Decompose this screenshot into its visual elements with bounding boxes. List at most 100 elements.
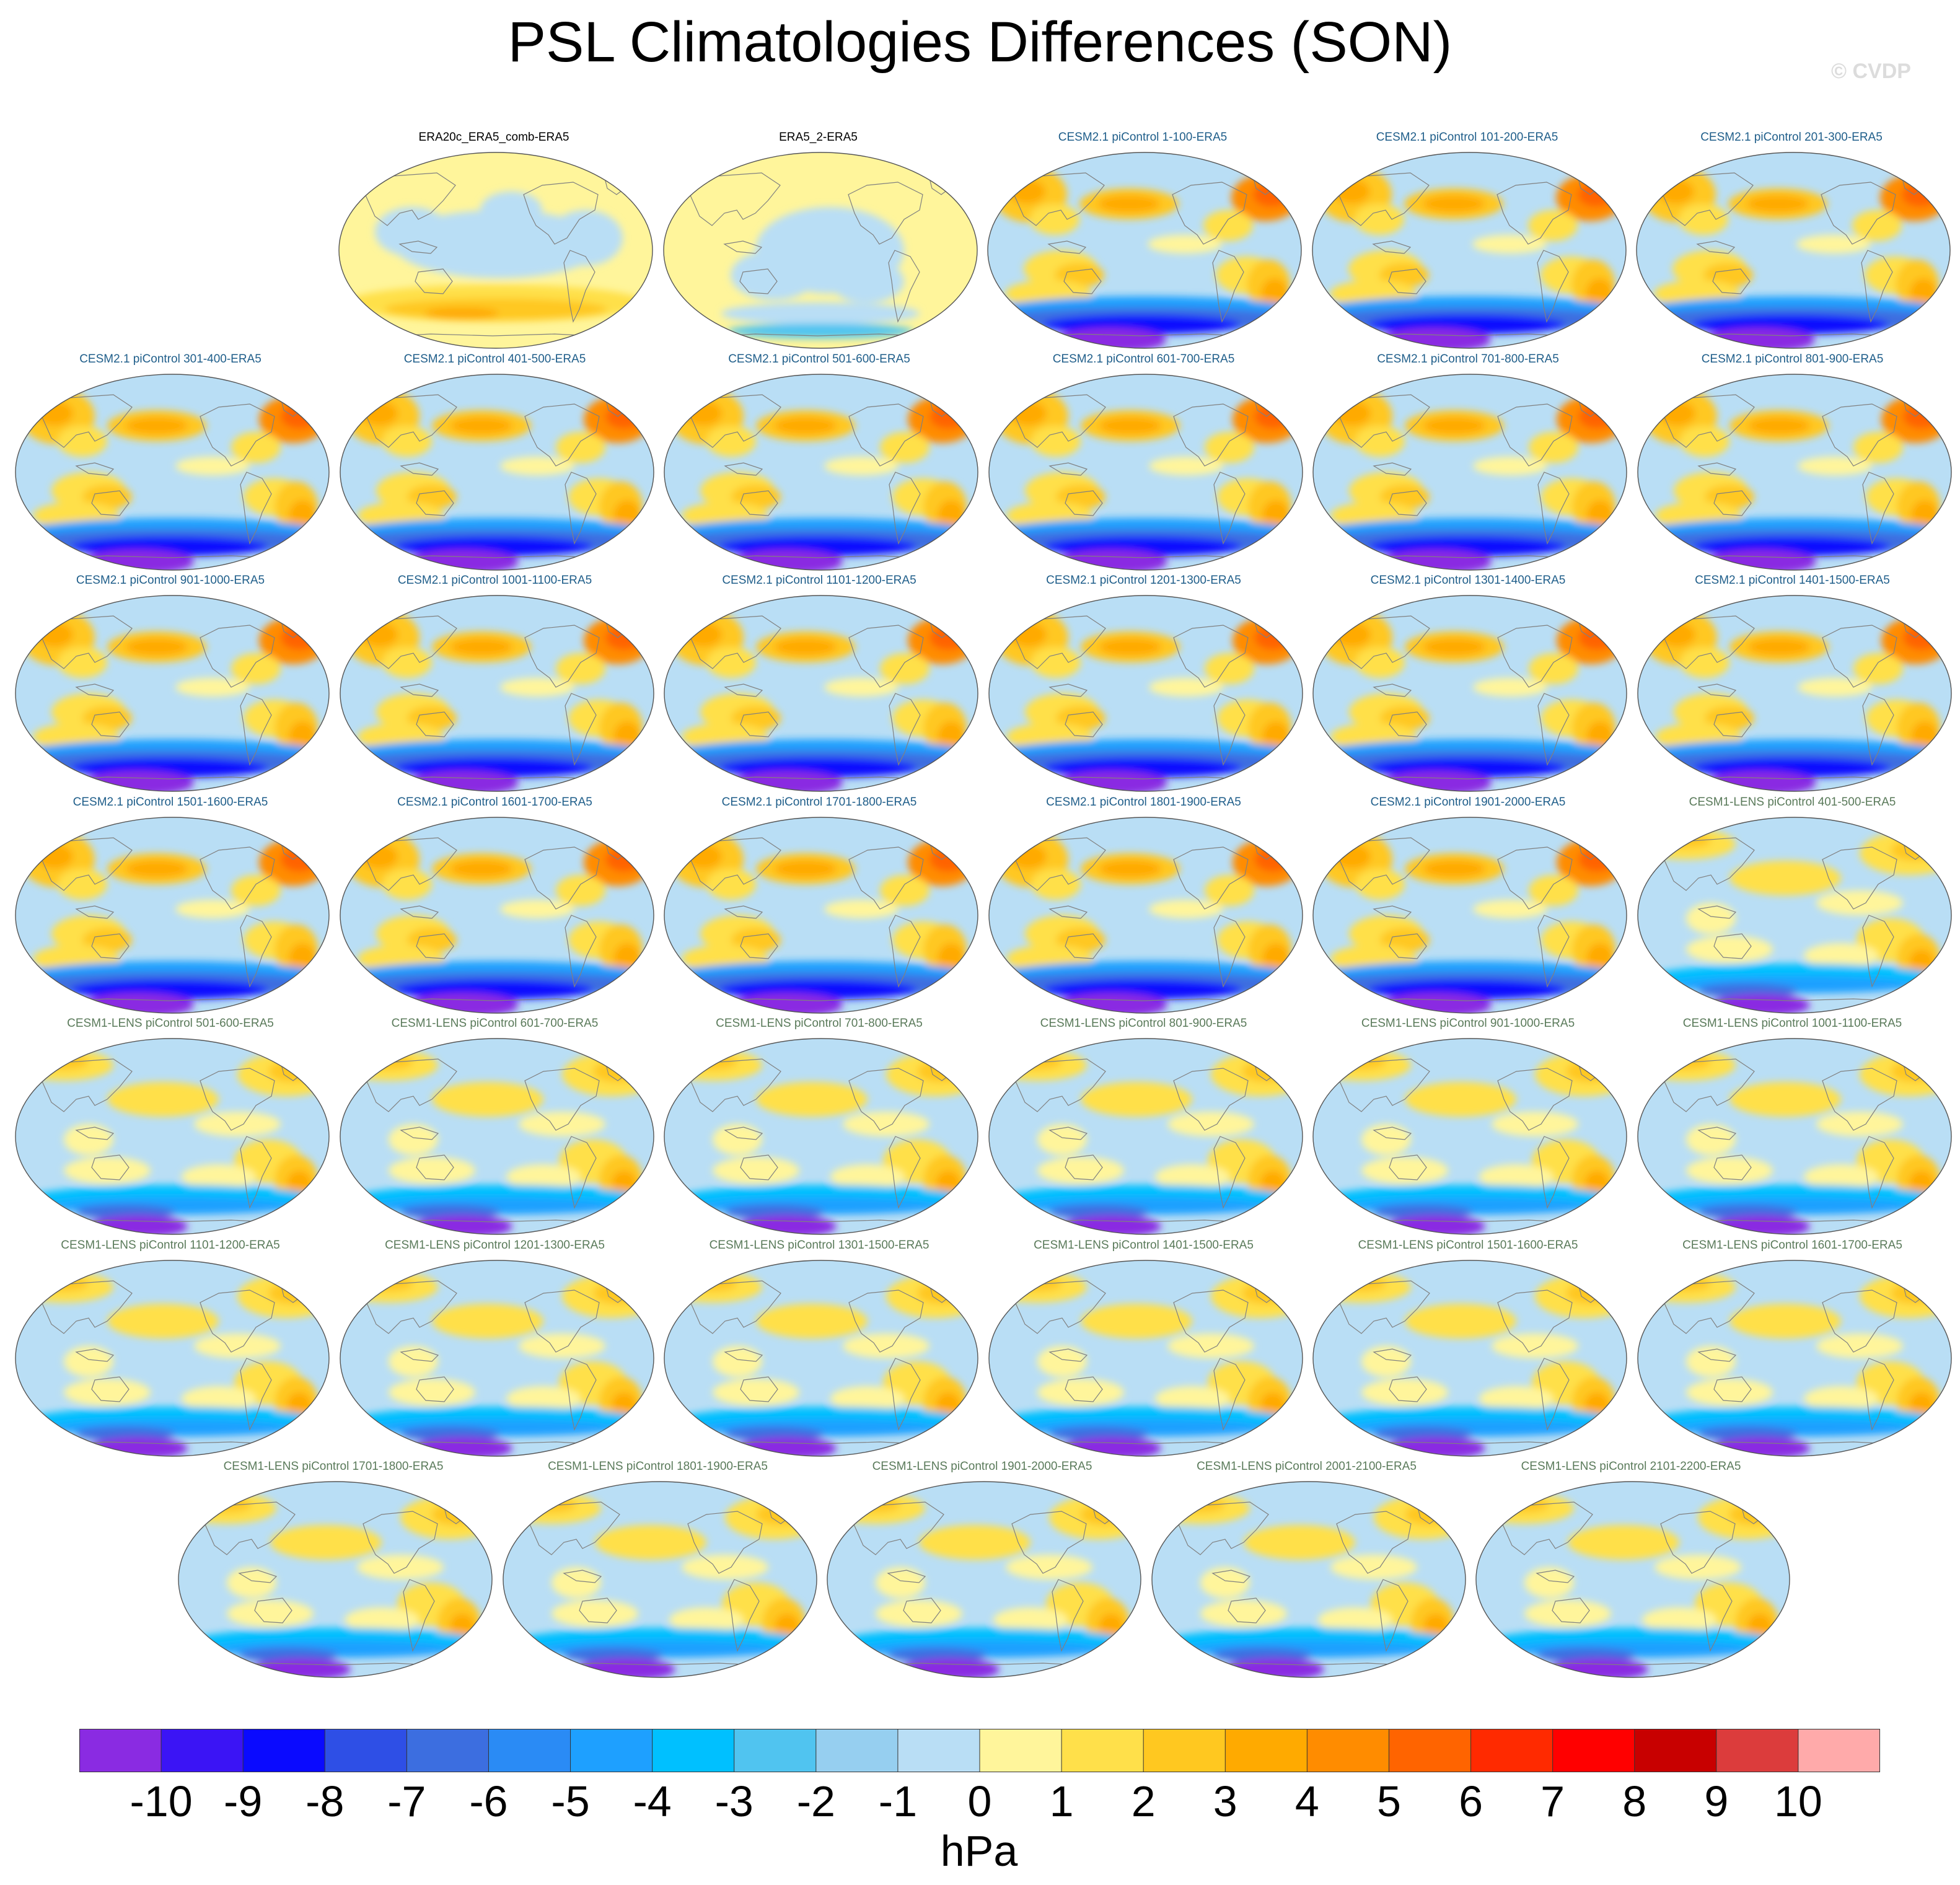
map-panel: CESM1-LENS piControl 601-700-ERA5: [334, 1016, 656, 1239]
colorbar-tick-label: -2: [796, 1777, 835, 1826]
panel-title: CESM1-LENS piControl 1601-1700-ERA5: [1682, 1239, 1902, 1252]
panel-title: CESM2.1 piControl 1801-1900-ERA5: [1046, 796, 1241, 809]
psl-difference-map: [988, 374, 1303, 571]
psl-difference-map: [1311, 152, 1627, 349]
panel-title: CESM2.1 piControl 1001-1100-ERA5: [397, 574, 592, 587]
map-panel: ERA20c_ERA5_comb-ERA5: [333, 130, 655, 353]
colorbar-swatch: [734, 1729, 817, 1772]
colorbar-tick-label: 8: [1622, 1777, 1647, 1826]
psl-difference-map: [15, 1260, 330, 1457]
colorbar-tick-label: -3: [714, 1777, 754, 1826]
colorbar: [79, 1729, 1880, 1772]
panel-title: CESM1-LENS piControl 1101-1200-ERA5: [61, 1239, 280, 1252]
map-panel: CESM1-LENS piControl 1501-1600-ERA5: [1307, 1238, 1629, 1461]
psl-difference-map: [15, 817, 330, 1014]
panel-title: CESM2.1 piControl 701-800-ERA5: [1377, 353, 1559, 366]
colorbar-tick-label: -5: [551, 1777, 590, 1826]
figure-title: PSL Climatologies Differences (SON): [508, 11, 1452, 74]
map-panel: CESM1-LENS piControl 1401-1500-ERA5: [983, 1238, 1305, 1461]
panel-title: CESM2.1 piControl 1-100-ERA5: [1058, 131, 1228, 144]
colorbar-tick-label: -7: [387, 1777, 426, 1826]
psl-difference-map: [1637, 1260, 1952, 1457]
psl-difference-map: [988, 1038, 1303, 1235]
map-panel: CESM2.1 piControl 901-1000-ERA5: [9, 573, 332, 796]
psl-difference-map: [827, 1481, 1141, 1678]
panel-title: CESM1-LENS piControl 1201-1300-ERA5: [385, 1239, 605, 1252]
map-panel: CESM2.1 piControl 501-600-ERA5: [658, 352, 980, 575]
psl-difference-map: [988, 817, 1303, 1014]
panel-title: CESM2.1 piControl 101-200-ERA5: [1376, 131, 1558, 144]
colorbar-swatch: [1634, 1729, 1717, 1772]
map-panel: CESM2.1 piControl 1701-1800-ERA5: [658, 795, 980, 1018]
psl-difference-map: [1312, 1038, 1627, 1235]
map-panel: CESM1-LENS piControl 501-600-ERA5: [9, 1016, 332, 1239]
colorbar-swatch: [1307, 1729, 1389, 1772]
psl-difference-map: [1637, 817, 1952, 1014]
map-panel: CESM1-LENS piControl 1301-1500-ERA5: [658, 1238, 980, 1461]
psl-difference-map: [1475, 1481, 1790, 1678]
colorbar-swatch: [1061, 1729, 1144, 1772]
psl-difference-map: [1637, 1038, 1952, 1235]
colorbar-swatch: [79, 1729, 162, 1772]
panel-title: CESM1-LENS piControl 801-900-ERA5: [1040, 1017, 1247, 1030]
colorbar-units: hPa: [940, 1827, 1018, 1875]
psl-difference-map: [339, 595, 654, 792]
colorbar-tick-label: -6: [469, 1777, 508, 1826]
map-panel: CESM2.1 piControl 801-900-ERA5: [1632, 352, 1954, 575]
psl-difference-map: [664, 1260, 978, 1457]
colorbar-swatch: [488, 1729, 571, 1772]
colorbar-swatch: [1716, 1729, 1799, 1772]
colorbar-tick-label: -10: [130, 1777, 193, 1826]
colorbar-swatch: [815, 1729, 899, 1772]
map-panel: CESM2.1 piControl 101-200-ERA5: [1306, 130, 1628, 353]
panel-title: CESM1-LENS piControl 601-700-ERA5: [391, 1017, 599, 1030]
colorbar-tick-label: 2: [1131, 1777, 1156, 1826]
psl-difference-map: [339, 1038, 654, 1235]
psl-difference-map: [502, 1481, 817, 1678]
colorbar-swatch: [1552, 1729, 1635, 1772]
colorbar-tick-label: -8: [305, 1777, 345, 1826]
psl-difference-map: [1637, 374, 1952, 571]
colorbar-swatch: [407, 1729, 489, 1772]
panel-title: CESM1-LENS piControl 1501-1600-ERA5: [1358, 1239, 1578, 1252]
psl-difference-map: [1312, 595, 1627, 792]
map-panel: CESM1-LENS piControl 701-800-ERA5: [658, 1016, 980, 1239]
map-panel: CESM2.1 piControl 1301-1400-ERA5: [1307, 573, 1629, 796]
colorbar-swatch: [243, 1729, 325, 1772]
colorbar-swatch: [161, 1729, 244, 1772]
psl-difference-map: [987, 152, 1302, 349]
map-panel: CESM1-LENS piControl 901-1000-ERA5: [1307, 1016, 1629, 1239]
cvdp-credit: © CVDP: [1831, 59, 1911, 83]
map-panel: CESM2.1 piControl 1801-1900-ERA5: [983, 795, 1305, 1018]
map-panel: CESM2.1 piControl 1401-1500-ERA5: [1632, 573, 1954, 796]
map-panel: ERA5_2-ERA5: [657, 130, 980, 353]
psl-difference-map: [178, 1481, 493, 1678]
map-panel: CESM1-LENS piControl 2101-2200-ERA5: [1470, 1459, 1792, 1682]
colorbar-swatch: [1143, 1729, 1226, 1772]
panel-title: CESM2.1 piControl 901-1000-ERA5: [76, 574, 265, 587]
map-panel: CESM2.1 piControl 401-500-ERA5: [334, 352, 656, 575]
map-panel: CESM2.1 piControl 1001-1100-ERA5: [334, 573, 656, 796]
colorbar-tick-label: -4: [633, 1777, 672, 1826]
panel-title: CESM1-LENS piControl 1701-1800-ERA5: [223, 1460, 444, 1473]
colorbar-tick-label: 9: [1704, 1777, 1729, 1826]
colorbar-swatch: [570, 1729, 653, 1772]
colorbar-tick-label: 4: [1294, 1777, 1319, 1826]
colorbar-tick-label: 1: [1049, 1777, 1074, 1826]
panel-title: CESM2.1 piControl 501-600-ERA5: [728, 353, 910, 366]
panel-title: ERA20c_ERA5_comb-ERA5: [418, 131, 569, 144]
colorbar-swatch: [1470, 1729, 1553, 1772]
panel-title: CESM2.1 piControl 1301-1400-ERA5: [1370, 574, 1566, 587]
colorbar-tick-label: 3: [1213, 1777, 1237, 1826]
psl-difference-map: [15, 374, 330, 571]
panel-title: ERA5_2-ERA5: [779, 131, 858, 144]
colorbar-tick-label: 7: [1540, 1777, 1565, 1826]
map-panel: CESM2.1 piControl 1101-1200-ERA5: [658, 573, 980, 796]
psl-difference-map: [664, 817, 978, 1014]
colorbar-tick-label: 10: [1773, 1777, 1822, 1826]
map-panel: CESM1-LENS piControl 1801-1900-ERA5: [497, 1459, 819, 1682]
panel-title: CESM1-LENS piControl 1001-1100-ERA5: [1682, 1017, 1902, 1030]
psl-difference-map: [664, 595, 978, 792]
map-panel: CESM2.1 piControl 301-400-ERA5: [9, 352, 332, 575]
map-panel: CESM1-LENS piControl 401-500-ERA5: [1632, 795, 1954, 1018]
